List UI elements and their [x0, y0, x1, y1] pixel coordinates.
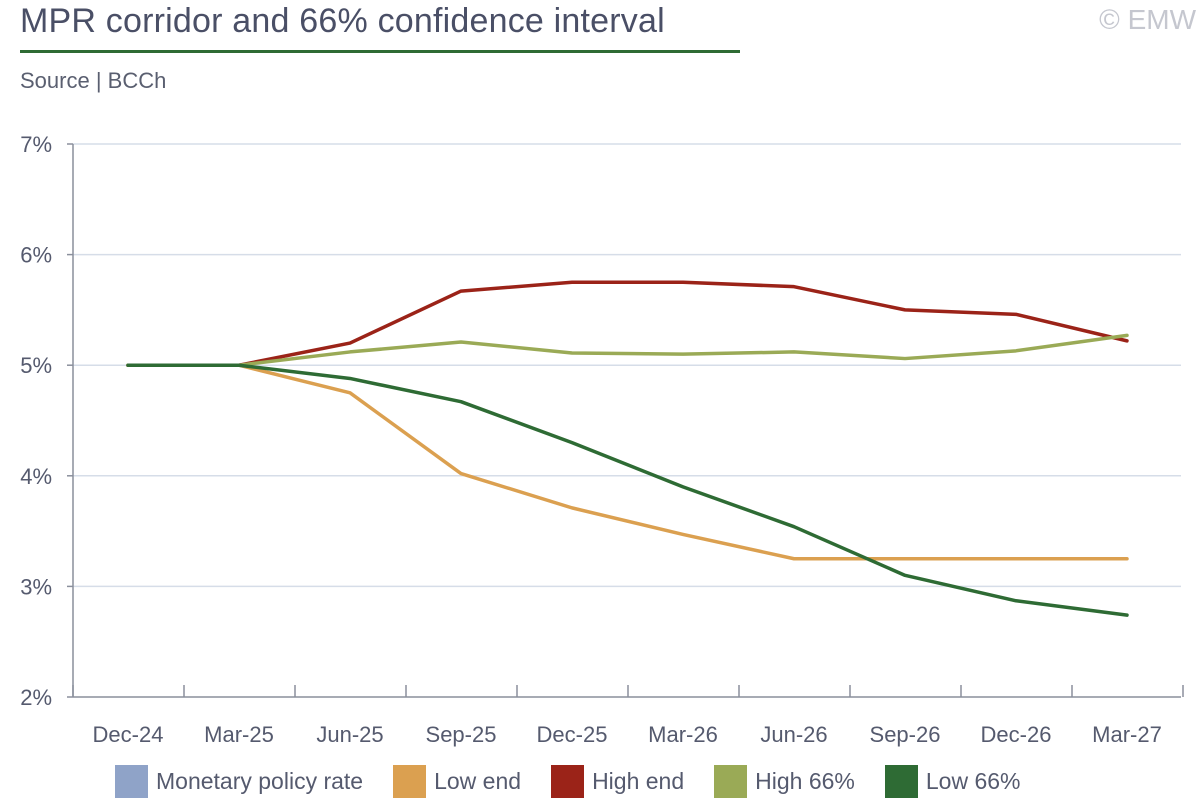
y-tick-label: 2%	[20, 685, 52, 710]
legend-swatch	[393, 765, 427, 798]
axes	[67, 143, 1184, 698]
legend-item-low-end: Low end	[393, 765, 521, 798]
y-tick-label: 7%	[20, 132, 52, 157]
y-tick-label: 6%	[20, 243, 52, 268]
tick-labels: 2% 3% 4% 5% 6% 7% Dec-24 Mar-25 Jun-25 Sep-25 Dec-…	[20, 132, 1162, 747]
legend-label: Monetary policy rate	[156, 768, 364, 794]
legend-swatch	[714, 765, 748, 798]
gridlines	[73, 143, 1181, 588]
legend-label: High 66%	[755, 768, 855, 794]
legend-item-low-66: Low 66%	[884, 765, 1021, 798]
series-lines	[126, 280, 1129, 617]
y-tick-label: 5%	[20, 353, 52, 378]
x-tick-label: Sep-26	[870, 722, 941, 747]
x-tick-label: Mar-25	[204, 722, 274, 747]
x-tick-label: Dec-24	[93, 722, 164, 747]
y-tick-label: 3%	[20, 574, 52, 599]
legend-swatch	[551, 765, 585, 798]
legend-item-monetary-policy-rate: Monetary policy rate	[115, 765, 363, 798]
x-tick-label: Mar-27	[1092, 722, 1162, 747]
legend-label: Low 66%	[925, 768, 1021, 794]
legend-label: High end	[592, 768, 685, 794]
series-line-high-66	[126, 333, 1129, 367]
legend-swatch	[884, 765, 918, 798]
legend: Monetary policy rate Low end High end High …	[115, 765, 1051, 798]
x-tick-label: Jun-25	[316, 722, 383, 747]
y-tick-label: 4%	[20, 464, 52, 489]
copyright-watermark: © EMW	[1099, 4, 1196, 35]
x-tick-label: Sep-25	[426, 722, 497, 747]
series-line-low-66	[126, 363, 1129, 617]
x-tick-label: Dec-25	[537, 722, 608, 747]
legend-label: Low end	[434, 768, 522, 794]
legend-item-high-end: High end	[551, 765, 684, 798]
source-note: Source | BCCh	[20, 68, 167, 93]
x-tick-label: Mar-26	[648, 722, 718, 747]
x-tick-label: Jun-26	[760, 722, 827, 747]
chart-title: MPR corridor and 66% confidence interval	[20, 2, 665, 40]
series-line-low-end	[126, 363, 1129, 561]
x-tick-label: Dec-26	[981, 722, 1052, 747]
line-chart: 2% 3% 4% 5% 6% 7% Dec-24 Mar-25 Jun-25 Sep-25 Dec-…	[20, 132, 1184, 747]
series-line-high-end	[126, 280, 1129, 367]
legend-item-high-66: High 66%	[714, 765, 855, 798]
legend-swatch	[115, 765, 148, 798]
title-underline	[20, 50, 740, 53]
